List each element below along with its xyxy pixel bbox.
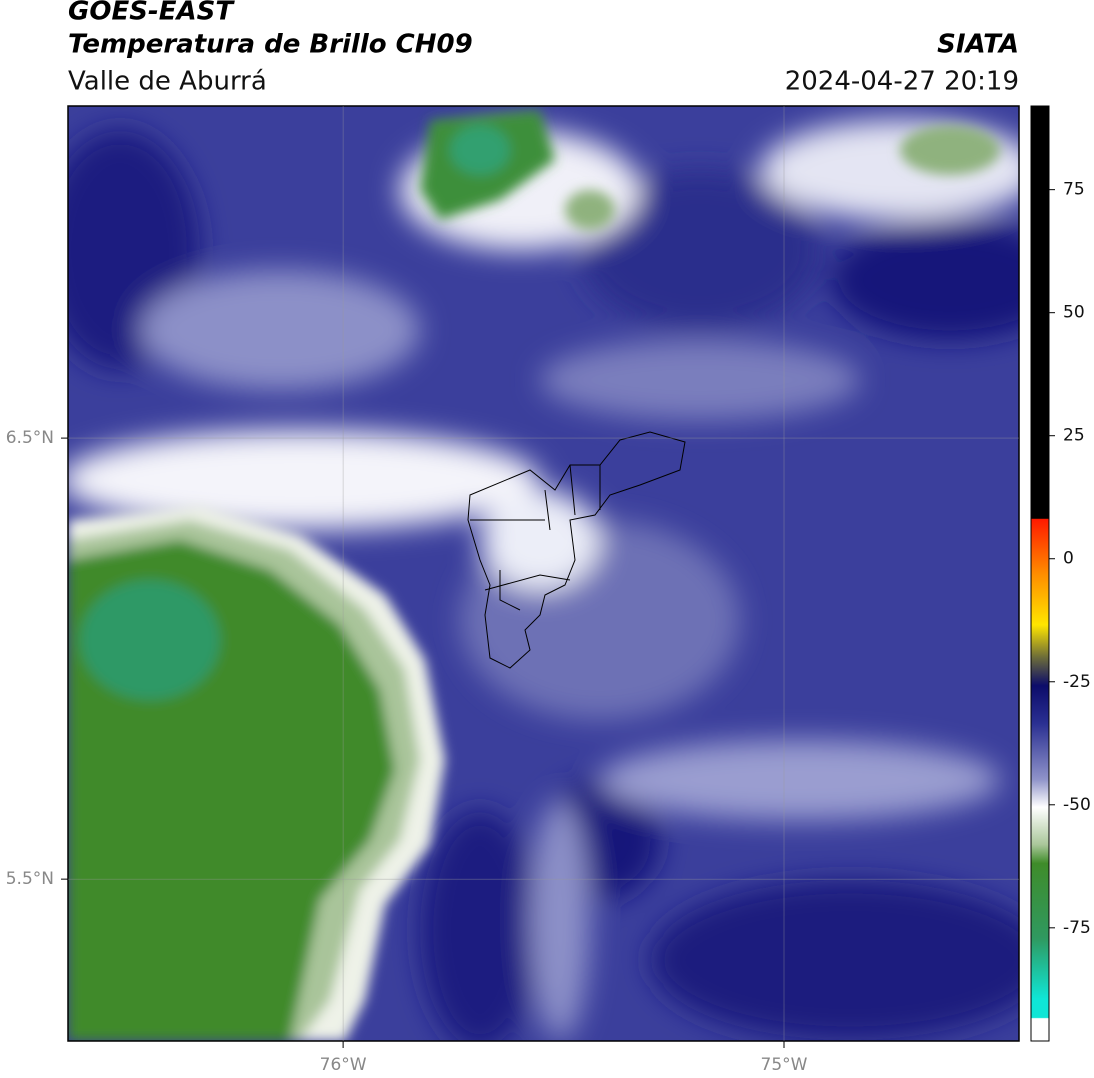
municipality-boundaries xyxy=(467,431,686,669)
satellite-image xyxy=(68,106,1019,1041)
x-tick-label: 75°W xyxy=(761,1055,808,1075)
subtitle: Temperatura de Brillo CH09 xyxy=(68,30,473,60)
y-tick-label: 5.5°N xyxy=(6,869,54,889)
colorbar-tick-label: 50 xyxy=(1063,303,1085,323)
colorbar-tick-label: -50 xyxy=(1063,795,1091,815)
colorbar xyxy=(1030,105,1050,1042)
title: GOES-EAST xyxy=(68,0,235,27)
colorbar-tick-label: -25 xyxy=(1063,672,1091,692)
region: Valle de Aburrá xyxy=(68,67,267,97)
colorbar-tick-label: 75 xyxy=(1063,180,1085,200)
agency: SIATA xyxy=(937,30,1019,60)
map-frame xyxy=(67,105,1020,1042)
timestamp: 2024-04-27 20:19 xyxy=(785,67,1019,97)
colorbar-tick-label: 25 xyxy=(1063,426,1085,446)
x-tick-label: 76°W xyxy=(320,1055,367,1075)
y-tick-label: 6.5°N xyxy=(6,428,54,448)
colorbar-tick-label: -75 xyxy=(1063,918,1091,938)
colorbar-tick-label: 0 xyxy=(1063,549,1074,569)
